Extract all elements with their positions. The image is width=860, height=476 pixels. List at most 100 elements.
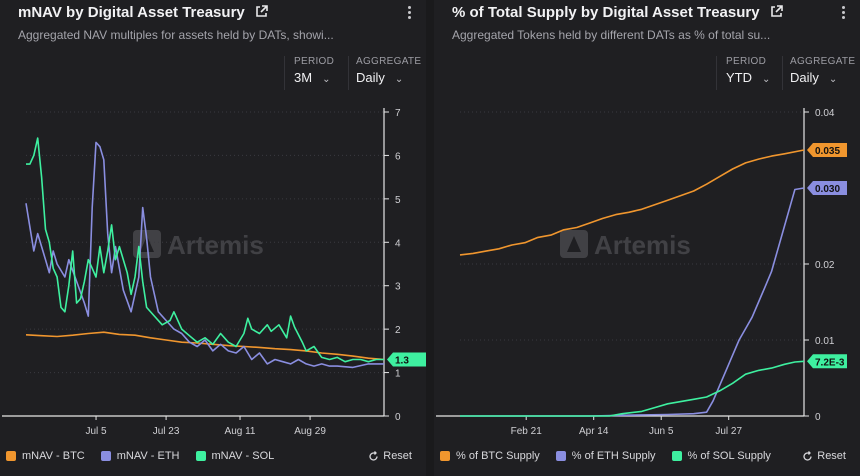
period-value: 3M <box>294 70 313 85</box>
panel-title-text[interactable]: mNAV by Digital Asset Treasury <box>18 4 245 21</box>
period-label: PERIOD <box>726 56 767 67</box>
external-link-icon[interactable] <box>770 5 783 18</box>
y-tick-label: 0.02 <box>815 260 835 271</box>
chart-legend: mNAV - BTC mNAV - ETH mNAV - SOL <box>6 450 274 462</box>
x-tick-label: Apr 14 <box>579 426 609 437</box>
legend-swatch <box>671 451 682 461</box>
panel-subtitle: Aggregated Tokens held by different DATs… <box>452 28 771 42</box>
divider <box>782 56 783 90</box>
value-badge-label: 0.035 <box>815 146 840 157</box>
panel-title-text[interactable]: % of Total Supply by Digital Asset Treas… <box>452 4 760 21</box>
legend-label: % of ETH Supply <box>571 450 656 462</box>
divider <box>716 56 717 90</box>
reset-button[interactable]: Reset <box>802 450 846 462</box>
series-line <box>26 137 384 363</box>
divider <box>348 56 349 90</box>
legend-label: mNAV - BTC <box>22 450 85 462</box>
divider <box>284 56 285 90</box>
y-tick-label: 2 <box>395 325 401 336</box>
legend-item[interactable]: % of BTC Supply <box>440 450 540 462</box>
y-tick-label: 4 <box>395 238 401 249</box>
x-tick-label: Jul 23 <box>153 426 180 437</box>
chevron-down-icon: ⌄ <box>394 74 404 85</box>
x-tick-label: Jun 5 <box>649 426 674 437</box>
aggregate-value: Daily <box>356 70 385 85</box>
reset-icon <box>803 450 812 461</box>
x-tick-label: Aug 29 <box>294 426 326 437</box>
series-line <box>460 360 805 417</box>
mnav-chart[interactable]: Artemis 0 1 2 3 4 5 6 7 Jul 5 Jul 23 Aug 11 Aug 29 1.… <box>0 0 426 476</box>
legend-item[interactable]: mNAV - BTC <box>6 450 85 462</box>
y-tick-label: 0.04 <box>815 108 835 119</box>
value-badge <box>807 181 847 195</box>
reset-label: Reset <box>383 450 412 462</box>
y-tick-label: 0.01 <box>815 336 835 347</box>
watermark-text: Artemis <box>167 230 264 260</box>
mnav-panel: mNAV by Digital Asset Treasury Aggregate… <box>0 0 426 476</box>
aggregate-label: AGGREGATE <box>356 56 422 67</box>
x-tick-label: Jul 5 <box>85 426 107 437</box>
series-line <box>25 331 385 361</box>
aggregate-label: AGGREGATE <box>790 56 856 67</box>
chevron-down-icon: ⌄ <box>762 74 771 85</box>
aggregate-select[interactable]: AGGREGATE Daily ⌄ <box>782 52 860 92</box>
series-line <box>459 149 805 256</box>
reset-icon <box>369 450 378 461</box>
legend-swatch <box>555 451 566 461</box>
legend-item[interactable]: % of SOL Supply <box>671 450 771 462</box>
artemis-watermark: Artemis <box>560 230 691 260</box>
y-tick-label: 7 <box>395 108 401 119</box>
value-badge-label: 0.030 <box>815 184 840 195</box>
period-select[interactable]: PERIOD 3M ⌄ <box>286 52 342 92</box>
legend-label: mNAV - ETH <box>116 450 180 462</box>
value-badge <box>807 143 847 157</box>
legend-item[interactable]: mNAV - ETH <box>100 450 180 462</box>
legend-swatch <box>440 451 450 461</box>
legend-swatch <box>195 451 206 461</box>
y-tick-label: 6 <box>395 151 401 162</box>
chart-legend: % of BTC Supply % of ETH Supply % of SOL S… <box>440 450 771 462</box>
artemis-logo-icon <box>560 230 588 258</box>
legend-swatch <box>6 451 16 461</box>
artemis-watermark: Artemis <box>133 230 264 260</box>
y-tick-label: 5 <box>395 195 401 206</box>
reset-button[interactable]: Reset <box>368 450 412 462</box>
value-badge-label: 7.2E-3 <box>815 357 845 368</box>
chevron-down-icon: ⌄ <box>828 74 838 85</box>
period-select[interactable]: PERIOD YTD ⌄ <box>718 52 778 92</box>
legend-item[interactable]: mNAV - SOL <box>195 450 275 462</box>
y-tick-label: 3 <box>395 282 401 293</box>
y-tick-label: 0 <box>395 412 401 423</box>
period-label: PERIOD <box>294 56 335 67</box>
aggregate-value: Daily <box>790 70 819 85</box>
value-badge <box>807 354 847 369</box>
series-line <box>25 141 384 369</box>
panel-title[interactable]: % of Total Supply by Digital Asset Treas… <box>452 4 783 21</box>
aggregate-select[interactable]: AGGREGATE Daily ⌄ <box>348 52 429 92</box>
series-line <box>460 187 805 417</box>
x-tick-label: Jul 27 <box>715 426 742 437</box>
y-tick-label: 1 <box>395 369 401 380</box>
more-options-icon[interactable] <box>402 4 416 24</box>
legend-label: % of SOL Supply <box>687 450 771 462</box>
value-badge-label: 1.3 <box>395 356 409 367</box>
supply-panel: % of Total Supply by Digital Asset Treas… <box>434 0 860 476</box>
artemis-logo-mark <box>567 236 581 252</box>
legend-swatch <box>100 451 111 461</box>
panel-title[interactable]: mNAV by Digital Asset Treasury <box>18 4 268 21</box>
value-badge <box>387 352 426 367</box>
y-tick-label: 0 <box>815 412 821 423</box>
legend-label: mNAV - SOL <box>211 450 275 462</box>
panel-subtitle: Aggregated NAV multiples for assets held… <box>18 28 334 42</box>
x-tick-label: Aug 11 <box>225 426 256 437</box>
x-tick-label: Feb 21 <box>511 426 543 437</box>
supply-chart[interactable]: Artemis 0 0.01 0.02 0.04 Feb 21 Apr 14 Jun 5 Jul… <box>434 0 860 476</box>
more-options-icon[interactable] <box>836 4 850 24</box>
watermark-text: Artemis <box>594 230 691 260</box>
period-value: YTD <box>726 70 752 85</box>
chevron-down-icon: ⌄ <box>322 74 331 85</box>
reset-label: Reset <box>817 450 846 462</box>
external-link-icon[interactable] <box>255 5 268 18</box>
legend-item[interactable]: % of ETH Supply <box>555 450 656 462</box>
legend-label: % of BTC Supply <box>456 450 540 462</box>
